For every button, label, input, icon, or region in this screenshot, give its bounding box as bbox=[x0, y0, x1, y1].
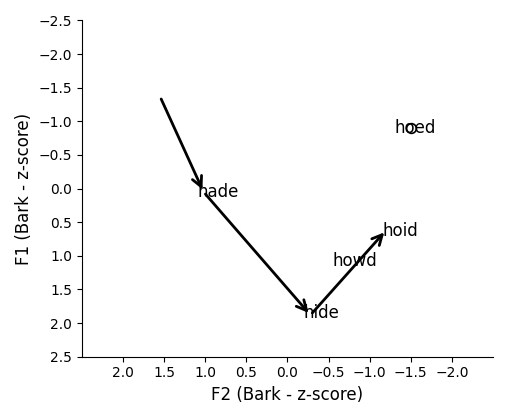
Text: hade: hade bbox=[197, 183, 238, 201]
Text: hoed: hoed bbox=[394, 119, 436, 137]
Text: hide: hide bbox=[304, 304, 340, 322]
X-axis label: F2 (Bark - z-score): F2 (Bark - z-score) bbox=[211, 386, 364, 404]
Y-axis label: F1 (Bark - z-score): F1 (Bark - z-score) bbox=[15, 113, 33, 265]
Text: howd: howd bbox=[333, 252, 377, 270]
Text: hoid: hoid bbox=[382, 222, 418, 240]
